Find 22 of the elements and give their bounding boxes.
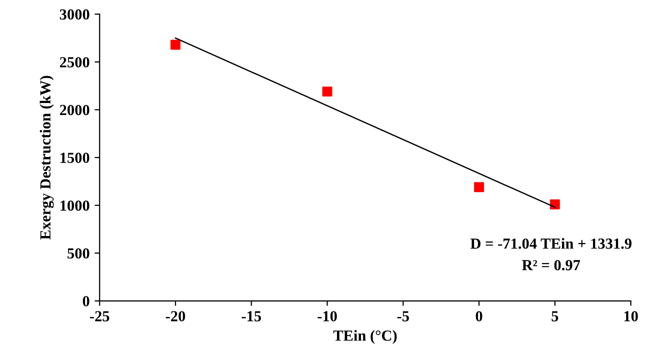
x-tick-label: -10 [318,311,337,322]
x-tick-label: 5 [552,311,558,322]
x-tick-label: -15 [242,311,261,322]
y-tick-label: 2500 [60,57,90,68]
x-tick-label: 0 [476,311,482,322]
y-tick-label: 2000 [60,104,90,116]
x-axis-title: TEin (°C) [333,330,397,344]
x-tick-label: 10 [624,311,638,322]
point [170,40,180,50]
point [474,182,484,192]
y-tick-label: 3000 [60,9,90,20]
annotation: D = -71.04 TEin + 1331.9 [470,238,632,249]
y-tick-label: 1000 [60,200,90,211]
annotation: R² = 0.97 [522,260,580,270]
point [322,86,332,97]
y-tick-label: 500 [68,248,90,259]
y-axis-title: Exergy Destruction (kW) [40,76,54,240]
x-tick-label: -25 [90,311,110,322]
x-tick-label: -5 [397,311,409,322]
x-tick-label: -20 [166,311,186,322]
y-tick-label: 0 [82,296,90,306]
y-tick-label: 1500 [60,152,90,163]
